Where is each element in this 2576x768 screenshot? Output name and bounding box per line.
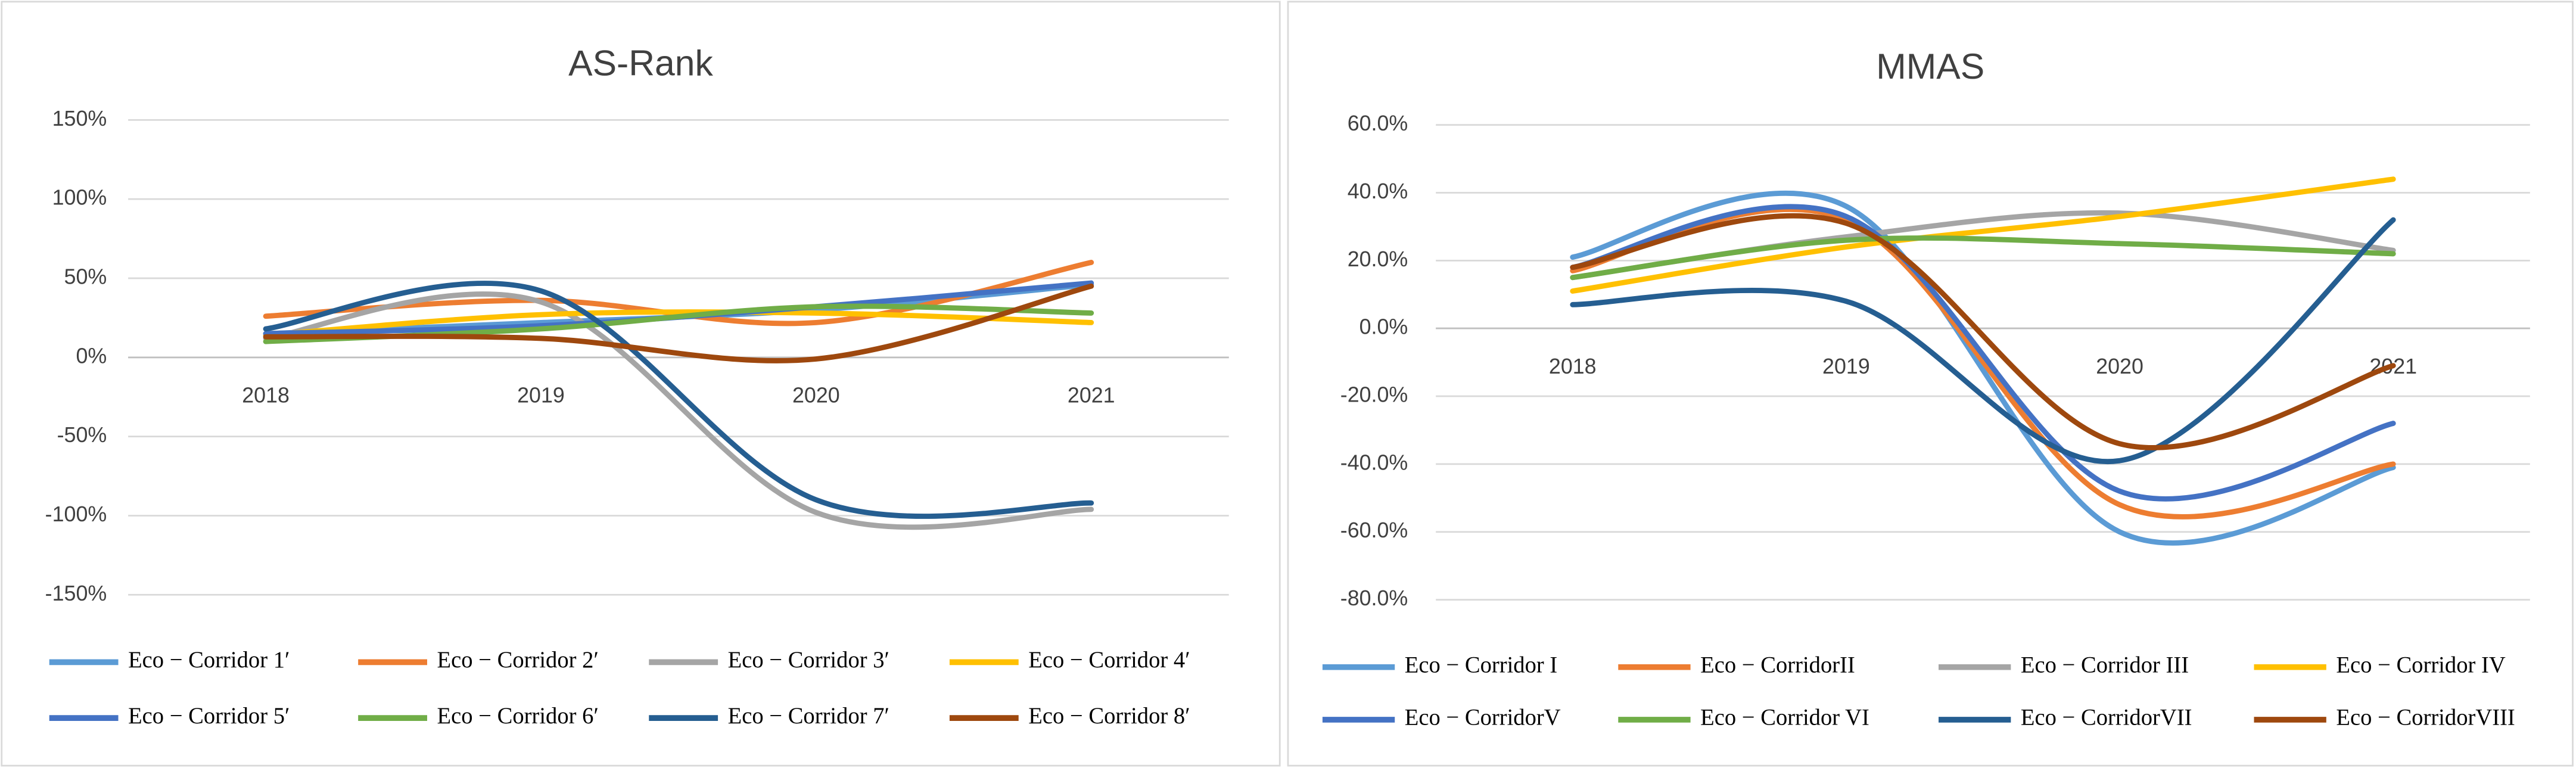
series-line (1570, 190, 2396, 546)
chart-title: MMAS (1876, 46, 1984, 86)
x-tick-label: 2019 (517, 383, 565, 407)
legend-label: Eco − Corridor I (1405, 653, 1557, 678)
legend-label: Eco − CorridorV (1405, 705, 1561, 730)
y-tick-label: -60.0% (1340, 518, 1408, 542)
legend-label: Eco − Corridor 6′ (437, 704, 599, 729)
series-line (1570, 213, 2396, 450)
y-tick-label: -20.0% (1340, 383, 1408, 406)
y-tick-label: -150% (45, 582, 107, 605)
series-line (263, 283, 1094, 363)
y-tick-label: 60.0% (1348, 111, 1408, 135)
legend-label: Eco − Corridor 2′ (437, 648, 599, 673)
panel-frame (1287, 1, 2574, 767)
y-tick-label: -100% (45, 502, 107, 526)
legend-label: Eco − Corridor IV (2336, 653, 2505, 678)
y-tick-label: 150% (52, 107, 107, 130)
chart-title: AS-Rank (568, 42, 713, 83)
legend-label: Eco − Corridor 3′ (728, 648, 889, 673)
series-line (1570, 176, 2396, 294)
legend-label: Eco − Corridor 7′ (728, 704, 889, 729)
series-line (1570, 217, 2396, 465)
legend-label: Eco − Corridor 8′ (1028, 704, 1190, 729)
x-tick-label: 2020 (792, 383, 840, 407)
legend-label: Eco − Corridor III (2021, 653, 2189, 678)
x-tick-label: 2021 (1068, 383, 1115, 407)
legend-label: Eco − Corridor VI (1700, 705, 1869, 730)
legend-label: Eco − CorridorII (1700, 653, 1855, 678)
y-tick-label: 40.0% (1348, 179, 1408, 203)
legend-label: Eco − Corridor 5′ (128, 704, 290, 729)
y-tick-label: 50% (64, 265, 107, 288)
series-line (1570, 235, 2396, 281)
y-tick-label: 20.0% (1348, 247, 1408, 271)
x-tick-label: 2018 (1549, 355, 1597, 378)
legend-label: Eco − Corridor 4′ (1028, 648, 1190, 673)
series-line (1570, 204, 2396, 502)
legend-label: Eco − CorridorVII (2021, 705, 2192, 730)
series-line (263, 291, 1094, 530)
panel-frame (1, 1, 1281, 767)
y-tick-label: -50% (57, 423, 107, 447)
y-tick-label: -40.0% (1340, 450, 1408, 474)
legend-label: Eco − Corridor 1′ (128, 648, 290, 673)
series-line (263, 281, 1094, 519)
x-tick-label: 2019 (1822, 355, 1870, 378)
x-tick-label: 2018 (242, 383, 290, 407)
legend-label: Eco − CorridorVIII (2336, 705, 2515, 730)
y-tick-label: 100% (52, 186, 107, 210)
series-line (263, 309, 1094, 338)
x-tick-label: 2020 (2096, 355, 2143, 378)
y-tick-label: 0% (76, 344, 107, 368)
y-tick-label: 0.0% (1359, 315, 1408, 339)
y-tick-label: -80.0% (1340, 586, 1408, 610)
